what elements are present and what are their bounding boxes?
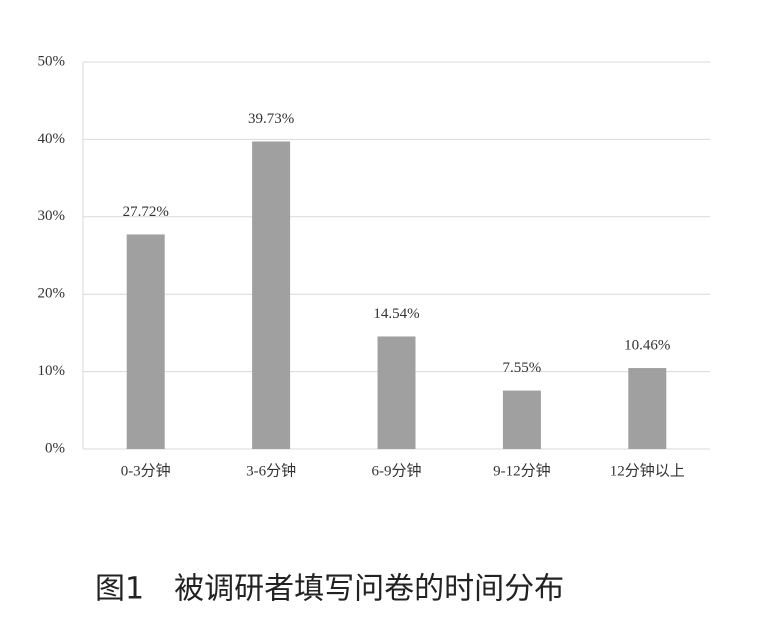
x-tick-label: 6-9分钟 [372, 462, 422, 479]
value-label: 27.72% [123, 204, 169, 220]
y-tick-label: 40% [38, 131, 66, 147]
chart-title: 图1 被调研者填写问卷的时间分布 [95, 572, 564, 607]
y-tick-label: 30% [38, 208, 66, 224]
x-tick-label: 0-3分钟 [121, 462, 171, 479]
x-tick-label: 12分钟以上 [610, 462, 685, 479]
bar [126, 234, 165, 449]
bar [252, 141, 291, 449]
value-label: 7.55% [503, 360, 542, 376]
bar [628, 368, 667, 449]
value-label: 10.46% [624, 337, 670, 353]
y-tick-label: 0% [45, 440, 65, 456]
y-tick-label: 20% [38, 286, 66, 302]
bar [377, 336, 416, 449]
x-tick-label: 9-12分钟 [493, 462, 551, 479]
value-label: 14.54% [373, 306, 419, 322]
y-tick-label: 10% [38, 363, 66, 379]
value-label: 39.73% [248, 111, 294, 127]
bar [502, 390, 541, 449]
y-tick-label: 50% [38, 53, 66, 69]
x-tick-label: 3-6分钟 [246, 462, 296, 479]
